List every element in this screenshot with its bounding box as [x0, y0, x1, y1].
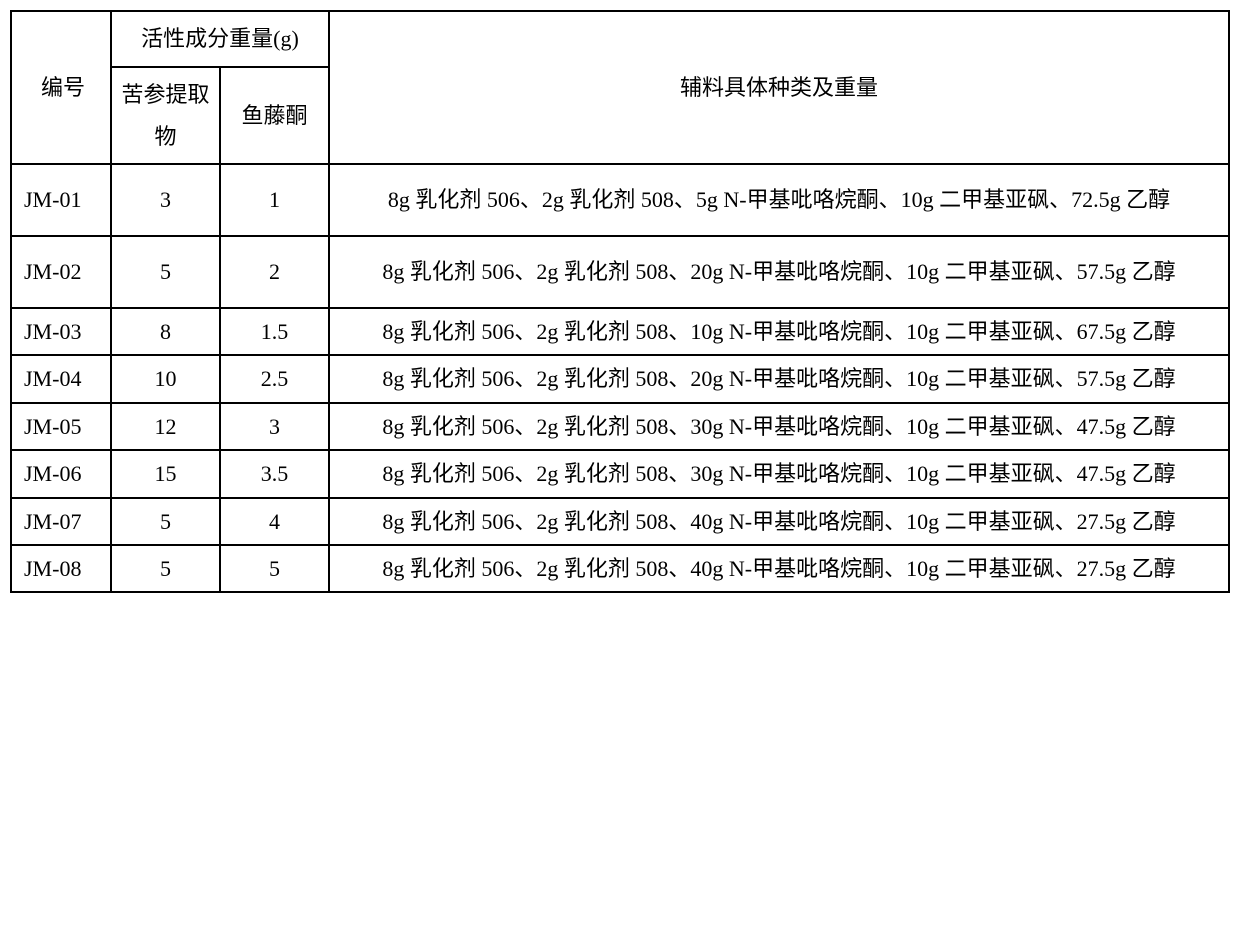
cell-extract: 5	[111, 236, 220, 308]
cell-extract: 12	[111, 403, 220, 450]
cell-id: JM-06	[11, 450, 111, 497]
cell-rotenone: 3	[220, 403, 329, 450]
cell-excipient: 8g 乳化剂 506、2g 乳化剂 508、40g N-甲基吡咯烷酮、10g 二…	[329, 545, 1229, 592]
cell-id: JM-08	[11, 545, 111, 592]
cell-extract: 15	[111, 450, 220, 497]
cell-rotenone: 4	[220, 498, 329, 545]
cell-rotenone: 2.5	[220, 355, 329, 402]
cell-extract: 10	[111, 355, 220, 402]
cell-rotenone: 1	[220, 164, 329, 236]
table-row: JM-02528g 乳化剂 506、2g 乳化剂 508、20g N-甲基吡咯烷…	[11, 236, 1229, 308]
header-extract: 苦参提取物	[111, 67, 220, 165]
cell-id: JM-01	[11, 164, 111, 236]
table-row: JM-06153.58g 乳化剂 506、2g 乳化剂 508、30g N-甲基…	[11, 450, 1229, 497]
cell-rotenone: 2	[220, 236, 329, 308]
cell-id: JM-03	[11, 308, 111, 355]
header-rotenone: 鱼藤酮	[220, 67, 329, 165]
cell-excipient: 8g 乳化剂 506、2g 乳化剂 508、5g N-甲基吡咯烷酮、10g 二甲…	[329, 164, 1229, 236]
cell-excipient: 8g 乳化剂 506、2g 乳化剂 508、40g N-甲基吡咯烷酮、10g 二…	[329, 498, 1229, 545]
table-row: JM-04102.58g 乳化剂 506、2g 乳化剂 508、20g N-甲基…	[11, 355, 1229, 402]
cell-excipient: 8g 乳化剂 506、2g 乳化剂 508、20g N-甲基吡咯烷酮、10g 二…	[329, 236, 1229, 308]
cell-extract: 8	[111, 308, 220, 355]
cell-extract: 3	[111, 164, 220, 236]
table-body: JM-01318g 乳化剂 506、2g 乳化剂 508、5g N-甲基吡咯烷酮…	[11, 164, 1229, 592]
cell-id: JM-05	[11, 403, 111, 450]
cell-rotenone: 1.5	[220, 308, 329, 355]
composition-table: 编号 活性成分重量(g) 辅料具体种类及重量 苦参提取物 鱼藤酮 JM-0131…	[10, 10, 1230, 593]
cell-rotenone: 3.5	[220, 450, 329, 497]
table-row: JM-051238g 乳化剂 506、2g 乳化剂 508、30g N-甲基吡咯…	[11, 403, 1229, 450]
cell-excipient: 8g 乳化剂 506、2g 乳化剂 508、30g N-甲基吡咯烷酮、10g 二…	[329, 450, 1229, 497]
cell-rotenone: 5	[220, 545, 329, 592]
cell-id: JM-02	[11, 236, 111, 308]
cell-excipient: 8g 乳化剂 506、2g 乳化剂 508、20g N-甲基吡咯烷酮、10g 二…	[329, 355, 1229, 402]
cell-excipient: 8g 乳化剂 506、2g 乳化剂 508、30g N-甲基吡咯烷酮、10g 二…	[329, 403, 1229, 450]
header-excipient: 辅料具体种类及重量	[329, 11, 1229, 164]
cell-id: JM-07	[11, 498, 111, 545]
cell-id: JM-04	[11, 355, 111, 402]
table-row: JM-01318g 乳化剂 506、2g 乳化剂 508、5g N-甲基吡咯烷酮…	[11, 164, 1229, 236]
table-row: JM-08558g 乳化剂 506、2g 乳化剂 508、40g N-甲基吡咯烷…	[11, 545, 1229, 592]
cell-extract: 5	[111, 498, 220, 545]
cell-extract: 5	[111, 545, 220, 592]
cell-excipient: 8g 乳化剂 506、2g 乳化剂 508、10g N-甲基吡咯烷酮、10g 二…	[329, 308, 1229, 355]
header-id: 编号	[11, 11, 111, 164]
table-row: JM-07548g 乳化剂 506、2g 乳化剂 508、40g N-甲基吡咯烷…	[11, 498, 1229, 545]
table-row: JM-0381.58g 乳化剂 506、2g 乳化剂 508、10g N-甲基吡…	[11, 308, 1229, 355]
header-active-group: 活性成分重量(g)	[111, 11, 329, 67]
